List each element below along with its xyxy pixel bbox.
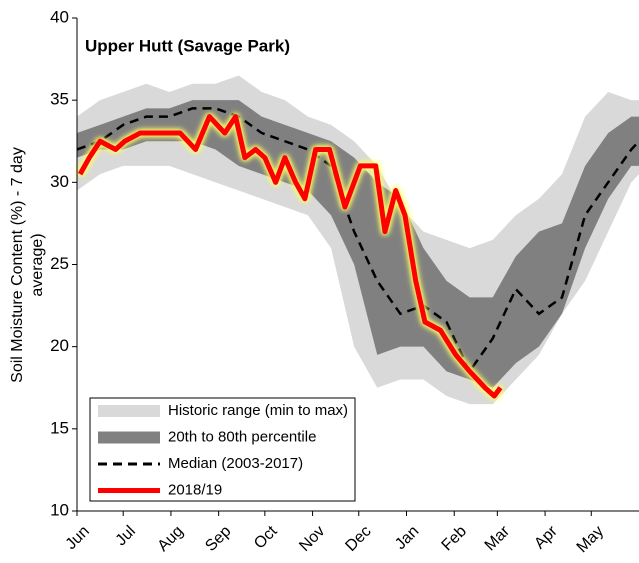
x-tick-label: Feb [439,523,471,555]
legend-label: Historic range (min to max) [168,402,348,419]
x-tick-label: Nov [296,523,328,555]
x-tick-label: May [574,523,607,556]
legend-swatch [98,431,160,444]
y-tick-label: 40 [50,7,69,26]
y-label-line: average) [29,233,46,296]
legend: Historic range (min to max) 20th to 80th … [89,397,356,502]
y-tick-label: 30 [50,172,69,191]
x-tick-label: Aug [155,523,187,555]
season-line [77,114,503,399]
x-tick-label: Dec [342,523,374,555]
y-tick-label: 35 [50,90,69,109]
x-tick-label: Jan [392,523,422,553]
x-tick-label: Apr [531,522,561,552]
legend-swatch [98,405,160,417]
y-tick-label: 15 [50,418,69,437]
y-axis-label: Soil Moisture Content (%) - 7 day averag… [9,147,46,383]
median-line [76,107,639,374]
legend-label: Median (2003-2017) [168,455,303,472]
range-band [77,100,639,388]
y-tick-label: 25 [50,254,69,273]
x-tick-label: Oct [251,522,281,552]
legend-label: 2018/19 [168,481,222,498]
legend-label: 20th to 80th percentile [168,428,316,445]
x-tick-label: Mar [482,522,514,554]
chart-title: Upper Hutt (Savage Park) [85,36,290,55]
plot-area [76,75,639,405]
y-tick-label: 10 [50,500,69,519]
y-tick-label: 20 [50,336,69,355]
x-tick-label: Sep [202,523,234,555]
y-label-line: Soil Moisture Content (%) - 7 day [9,147,26,383]
x-tick-label: Jun [63,523,93,553]
x-tick-label: Jul [113,523,139,549]
